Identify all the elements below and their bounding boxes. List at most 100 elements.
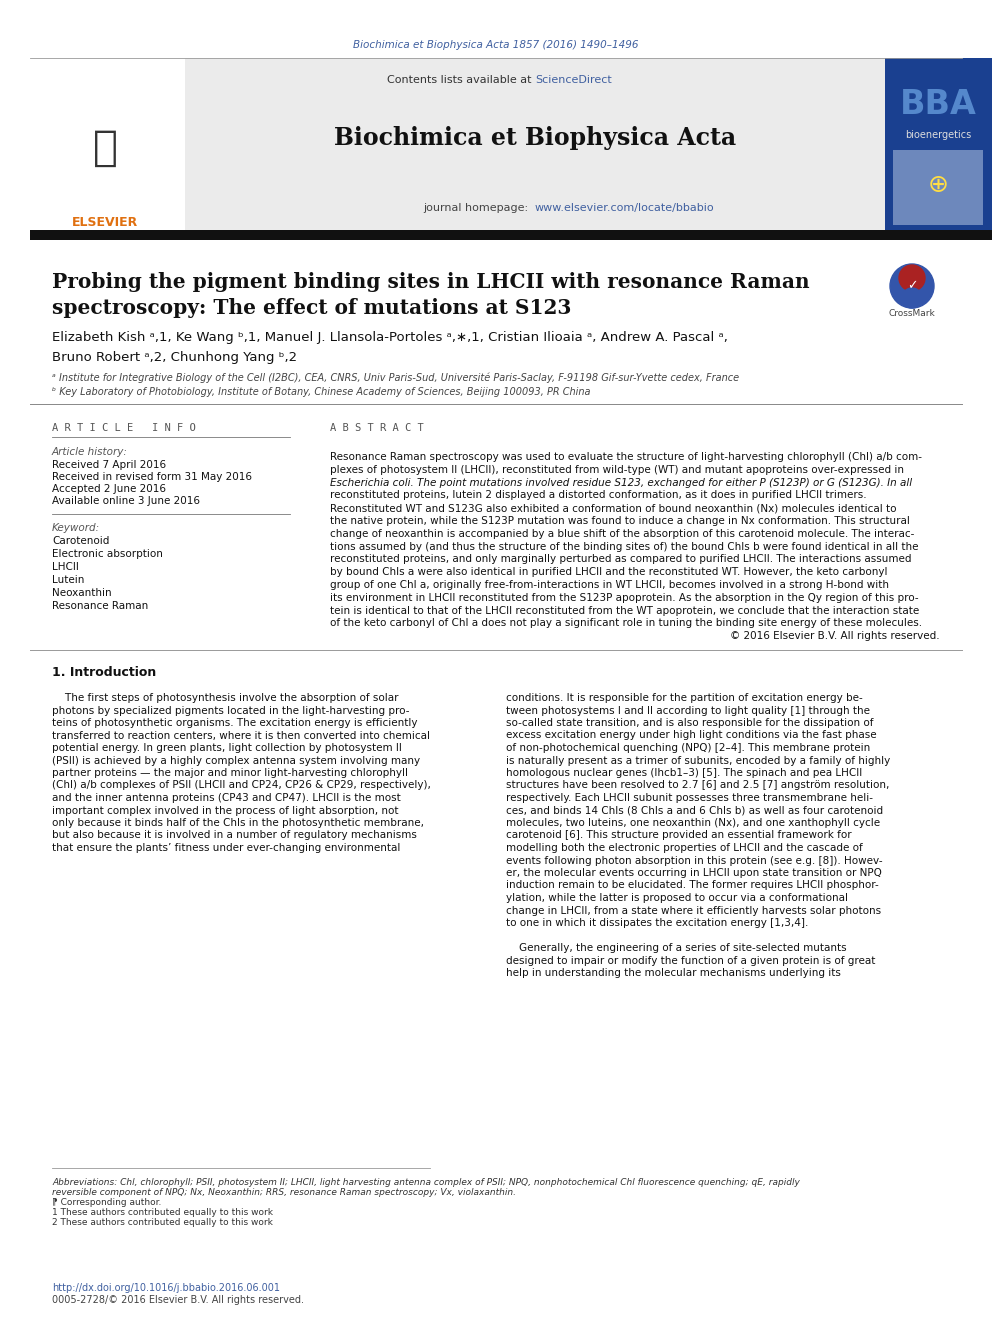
Text: to one in which it dissipates the excitation energy [1,3,4].: to one in which it dissipates the excita… bbox=[506, 918, 808, 927]
Text: (Chl) a/b complexes of PSII (LHCII and CP24, CP26 & CP29, respectively),: (Chl) a/b complexes of PSII (LHCII and C… bbox=[52, 781, 431, 791]
Text: is naturally present as a trimer of subunits, encoded by a family of highly: is naturally present as a trimer of subu… bbox=[506, 755, 890, 766]
Text: LHCII: LHCII bbox=[52, 562, 79, 572]
Bar bbox=[30, 58, 185, 230]
Text: A B S T R A C T: A B S T R A C T bbox=[330, 423, 424, 433]
Text: Escherichia coli. The point mutations involved residue S123, exchanged for eithe: Escherichia coli. The point mutations in… bbox=[330, 478, 912, 488]
Text: its environment in LHCII reconstituted from the S123P apoprotein. As the absorpt: its environment in LHCII reconstituted f… bbox=[330, 593, 919, 603]
Text: Abbreviations: Chl, chlorophyll; PSII, photosystem II; LHCII, light harvesting a: Abbreviations: Chl, chlorophyll; PSII, p… bbox=[52, 1177, 800, 1187]
Text: Carotenoid: Carotenoid bbox=[52, 536, 109, 546]
Text: Biochimica et Biophysica Acta: Biochimica et Biophysica Acta bbox=[334, 126, 736, 149]
Text: of the keto carbonyl of Chl a does not play a significant role in tuning the bin: of the keto carbonyl of Chl a does not p… bbox=[330, 618, 923, 628]
Bar bbox=[893, 149, 983, 225]
Text: potential energy. In green plants, light collection by photosystem II: potential energy. In green plants, light… bbox=[52, 744, 402, 753]
Text: Accepted 2 June 2016: Accepted 2 June 2016 bbox=[52, 484, 166, 493]
Text: transferred to reaction centers, where it is then converted into chemical: transferred to reaction centers, where i… bbox=[52, 730, 430, 741]
Text: teins of photosynthetic organisms. The excitation energy is efficiently: teins of photosynthetic organisms. The e… bbox=[52, 718, 418, 728]
Text: induction remain to be elucidated. The former requires LHCII phosphor-: induction remain to be elucidated. The f… bbox=[506, 881, 879, 890]
Text: tween photosystems I and II according to light quality [1] through the: tween photosystems I and II according to… bbox=[506, 705, 870, 716]
Text: Reconstituted WT and S123G also exhibited a conformation of bound neoxanthin (Nx: Reconstituted WT and S123G also exhibite… bbox=[330, 503, 897, 513]
Text: partner proteins — the major and minor light-harvesting chlorophyll: partner proteins — the major and minor l… bbox=[52, 767, 408, 778]
Text: by bound Chls a were also identical in purified LHCII and the reconstituted WT. : by bound Chls a were also identical in p… bbox=[330, 568, 888, 577]
Text: Received 7 April 2016: Received 7 April 2016 bbox=[52, 460, 166, 470]
Text: Received in revised form 31 May 2016: Received in revised form 31 May 2016 bbox=[52, 472, 252, 482]
Text: The first steps of photosynthesis involve the absorption of solar: The first steps of photosynthesis involv… bbox=[52, 693, 399, 703]
Bar bbox=[185, 58, 885, 230]
Bar bbox=[38, 85, 173, 216]
Text: Neoxanthin: Neoxanthin bbox=[52, 587, 112, 598]
Text: Resonance Raman: Resonance Raman bbox=[52, 601, 148, 611]
Text: Elizabeth Kish ᵃ,1, Ke Wang ᵇ,1, Manuel J. Llansola-Portoles ᵃ,∗,1, Cristian Ili: Elizabeth Kish ᵃ,1, Ke Wang ᵇ,1, Manuel … bbox=[52, 332, 728, 344]
Text: ScienceDirect: ScienceDirect bbox=[535, 75, 612, 85]
Text: er, the molecular events occurring in LHCII upon state transition or NPQ: er, the molecular events occurring in LH… bbox=[506, 868, 882, 878]
Text: ylation, while the latter is proposed to occur via a conformational: ylation, while the latter is proposed to… bbox=[506, 893, 848, 904]
Text: important complex involved in the process of light absorption, not: important complex involved in the proces… bbox=[52, 806, 399, 815]
Text: photons by specialized pigments located in the light-harvesting pro-: photons by specialized pigments located … bbox=[52, 705, 410, 716]
Text: reversible component of NPQ; Nx, Neoxanthin; RRS, resonance Raman spectroscopy; : reversible component of NPQ; Nx, Neoxant… bbox=[52, 1188, 516, 1197]
Text: Biochimica et Biophysica Acta 1857 (2016) 1490–1496: Biochimica et Biophysica Acta 1857 (2016… bbox=[353, 40, 639, 50]
Text: reconstituted proteins, lutein 2 displayed a distorted conformation, as it does : reconstituted proteins, lutein 2 display… bbox=[330, 491, 867, 500]
Text: but also because it is involved in a number of regulatory mechanisms: but also because it is involved in a num… bbox=[52, 831, 417, 840]
Text: Lutein: Lutein bbox=[52, 576, 84, 585]
Text: ces, and binds 14 Chls (8 Chls a and 6 Chls b) as well as four carotenoid: ces, and binds 14 Chls (8 Chls a and 6 C… bbox=[506, 806, 883, 815]
Text: 2 These authors contributed equally to this work: 2 These authors contributed equally to t… bbox=[52, 1218, 273, 1226]
Text: CrossMark: CrossMark bbox=[889, 310, 935, 319]
Text: conditions. It is responsible for the partition of excitation energy be-: conditions. It is responsible for the pa… bbox=[506, 693, 863, 703]
Text: ᵃ Institute for Integrative Biology of the Cell (I2BC), CEA, CNRS, Univ Paris-Su: ᵃ Institute for Integrative Biology of t… bbox=[52, 373, 739, 384]
Text: ✓: ✓ bbox=[907, 279, 918, 292]
Text: Resonance Raman spectroscopy was used to evaluate the structure of light-harvest: Resonance Raman spectroscopy was used to… bbox=[330, 452, 922, 462]
Text: Bruno Robert ᵃ,2, Chunhong Yang ᵇ,2: Bruno Robert ᵃ,2, Chunhong Yang ᵇ,2 bbox=[52, 351, 298, 364]
Text: ⁋ Corresponding author.: ⁋ Corresponding author. bbox=[52, 1199, 162, 1207]
Text: 1. Introduction: 1. Introduction bbox=[52, 667, 157, 680]
Text: of non-photochemical quenching (NPQ) [2–4]. This membrane protein: of non-photochemical quenching (NPQ) [2–… bbox=[506, 744, 870, 753]
Text: bioenergetics: bioenergetics bbox=[905, 130, 971, 140]
Text: Keyword:: Keyword: bbox=[52, 523, 100, 533]
Text: http://dx.doi.org/10.1016/j.bbabio.2016.06.001: http://dx.doi.org/10.1016/j.bbabio.2016.… bbox=[52, 1283, 280, 1293]
Text: Probing the pigment binding sites in LHCII with resonance Raman: Probing the pigment binding sites in LHC… bbox=[52, 273, 809, 292]
Text: plexes of photosystem II (LHCII), reconstituted from wild-type (WT) and mutant a: plexes of photosystem II (LHCII), recons… bbox=[330, 464, 904, 475]
Text: Contents lists available at: Contents lists available at bbox=[387, 75, 535, 85]
Text: journal homepage:: journal homepage: bbox=[423, 202, 535, 213]
Text: carotenoid [6]. This structure provided an essential framework for: carotenoid [6]. This structure provided … bbox=[506, 831, 851, 840]
Text: Electronic absorption: Electronic absorption bbox=[52, 549, 163, 560]
Text: designed to impair or modify the function of a given protein is of great: designed to impair or modify the functio… bbox=[506, 955, 875, 966]
Text: that ensure the plants’ fitness under ever-changing environmental: that ensure the plants’ fitness under ev… bbox=[52, 843, 401, 853]
Text: tein is identical to that of the LHCII reconstituted from the WT apoprotein, we : tein is identical to that of the LHCII r… bbox=[330, 606, 920, 615]
Bar bbox=[885, 58, 992, 230]
Text: homologous nuclear genes (lhcb1–3) [5]. The spinach and pea LHCII: homologous nuclear genes (lhcb1–3) [5]. … bbox=[506, 767, 862, 778]
Bar bbox=[30, 230, 992, 239]
Circle shape bbox=[902, 288, 922, 308]
Text: change in LHCII, from a state where it efficiently harvests solar photons: change in LHCII, from a state where it e… bbox=[506, 905, 881, 916]
Circle shape bbox=[899, 265, 925, 291]
Text: respectively. Each LHCII subunit possesses three transmembrane heli-: respectively. Each LHCII subunit possess… bbox=[506, 792, 873, 803]
Text: Article history:: Article history: bbox=[52, 447, 128, 456]
Text: molecules, two luteins, one neoxanthin (Nx), and one xanthophyll cycle: molecules, two luteins, one neoxanthin (… bbox=[506, 818, 880, 828]
Text: Generally, the engineering of a series of site-selected mutants: Generally, the engineering of a series o… bbox=[506, 943, 846, 953]
Text: structures have been resolved to 2.7 [6] and 2.5 [7] angström resolution,: structures have been resolved to 2.7 [6]… bbox=[506, 781, 890, 791]
Text: the native protein, while the S123P mutation was found to induce a change in Nx : the native protein, while the S123P muta… bbox=[330, 516, 910, 527]
Text: reconstituted proteins, and only marginally perturbed as compared to purified LH: reconstituted proteins, and only margina… bbox=[330, 554, 912, 565]
Text: excess excitation energy under high light conditions via the fast phase: excess excitation energy under high ligh… bbox=[506, 730, 877, 741]
Text: www.elsevier.com/locate/bbabio: www.elsevier.com/locate/bbabio bbox=[535, 202, 714, 213]
Text: 0005-2728/© 2016 Elsevier B.V. All rights reserved.: 0005-2728/© 2016 Elsevier B.V. All right… bbox=[52, 1295, 304, 1304]
Text: 🌲: 🌲 bbox=[92, 127, 117, 169]
Text: 1 These authors contributed equally to this work: 1 These authors contributed equally to t… bbox=[52, 1208, 273, 1217]
Text: help in understanding the molecular mechanisms underlying its: help in understanding the molecular mech… bbox=[506, 968, 841, 978]
Text: spectroscopy: The effect of mutations at S123: spectroscopy: The effect of mutations at… bbox=[52, 298, 571, 318]
Text: (PSII) is achieved by a highly complex antenna system involving many: (PSII) is achieved by a highly complex a… bbox=[52, 755, 421, 766]
Text: only because it binds half of the Chls in the photosynthetic membrane,: only because it binds half of the Chls i… bbox=[52, 818, 424, 828]
Text: BBA: BBA bbox=[900, 89, 976, 122]
Text: ELSEVIER: ELSEVIER bbox=[71, 216, 138, 229]
Text: and the inner antenna proteins (CP43 and CP47). LHCII is the most: and the inner antenna proteins (CP43 and… bbox=[52, 792, 401, 803]
Text: A R T I C L E   I N F O: A R T I C L E I N F O bbox=[52, 423, 195, 433]
Text: Available online 3 June 2016: Available online 3 June 2016 bbox=[52, 496, 200, 505]
Text: change of neoxanthin is accompanied by a blue shift of the absorption of this ca: change of neoxanthin is accompanied by a… bbox=[330, 529, 915, 538]
Text: tions assumed by (and thus the structure of the binding sites of) the bound Chls: tions assumed by (and thus the structure… bbox=[330, 541, 919, 552]
Text: events following photon absorption in this protein (see e.g. [8]). Howev-: events following photon absorption in th… bbox=[506, 856, 883, 865]
Text: group of one Chl a, originally free-from-interactions in WT LHCII, becomes invol: group of one Chl a, originally free-from… bbox=[330, 579, 889, 590]
Text: © 2016 Elsevier B.V. All rights reserved.: © 2016 Elsevier B.V. All rights reserved… bbox=[730, 631, 940, 642]
Text: ⊕: ⊕ bbox=[928, 173, 948, 197]
Text: so-called state transition, and is also responsible for the dissipation of: so-called state transition, and is also … bbox=[506, 718, 874, 728]
Circle shape bbox=[890, 265, 934, 308]
Text: modelling both the electronic properties of LHCII and the cascade of: modelling both the electronic properties… bbox=[506, 843, 863, 853]
Text: ᵇ Key Laboratory of Photobiology, Institute of Botany, Chinese Academy of Scienc: ᵇ Key Laboratory of Photobiology, Instit… bbox=[52, 388, 590, 397]
